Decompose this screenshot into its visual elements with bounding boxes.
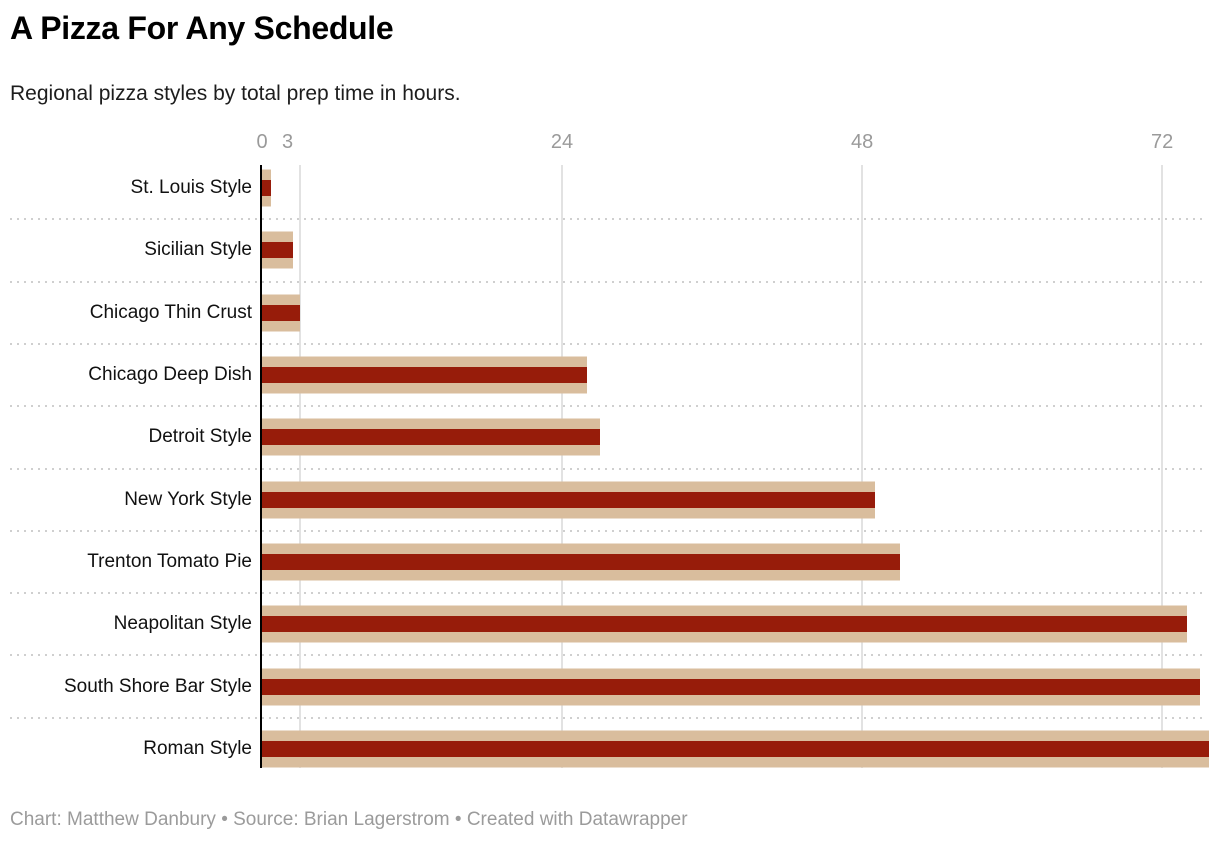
gridline-24	[561, 165, 564, 768]
category-label: Neapolitan Style	[113, 613, 252, 635]
bar-inner-red[interactable]	[262, 740, 1209, 757]
bar-track	[262, 531, 1209, 593]
bar-row: Chicago Thin Crust	[0, 282, 1220, 344]
row-separator	[10, 467, 1206, 470]
x-tick-label-0: 0	[256, 131, 268, 153]
bar-row: Detroit Style	[0, 406, 1220, 468]
bar-row: Sicilian Style	[0, 219, 1220, 281]
category-label: Chicago Thin Crust	[89, 301, 252, 323]
category-label: St. Louis Style	[130, 177, 252, 199]
row-separator	[10, 529, 1206, 532]
bar-track	[262, 157, 1209, 219]
bar-inner-red[interactable]	[262, 304, 300, 321]
bar-inner-red[interactable]	[262, 367, 588, 384]
chart-subtitle: Regional pizza styles by total prep time…	[10, 82, 461, 105]
bar-inner-red[interactable]	[262, 242, 294, 259]
row-separator	[10, 654, 1206, 657]
gridline-3	[298, 165, 301, 768]
row-separator	[10, 716, 1206, 719]
gridline-48	[861, 165, 864, 768]
gridline-72	[1161, 165, 1164, 768]
category-label: South Shore Bar Style	[64, 675, 252, 697]
bar-row: Neapolitan Style	[0, 593, 1220, 655]
x-tick-label-72: 72	[1150, 131, 1174, 153]
bar-track	[262, 282, 1209, 344]
bar-row: Trenton Tomato Pie	[0, 531, 1220, 593]
bar-inner-red[interactable]	[262, 429, 600, 446]
chart-title: A Pizza For Any Schedule	[10, 10, 394, 46]
bar-row: Chicago Deep Dish	[0, 344, 1220, 406]
bar-track	[262, 469, 1209, 531]
bar-track	[262, 406, 1209, 468]
row-separator	[10, 592, 1206, 595]
bar-track	[262, 655, 1209, 717]
bar-inner-red[interactable]	[262, 678, 1200, 695]
bar-inner-red[interactable]	[262, 491, 875, 508]
bar-row: St. Louis Style	[0, 157, 1220, 219]
category-label: Sicilian Style	[144, 239, 252, 261]
x-tick-label-48: 48	[850, 131, 874, 153]
bar-row: New York Style	[0, 469, 1220, 531]
bar-track	[262, 344, 1209, 406]
row-separator	[10, 405, 1206, 408]
row-separator	[10, 218, 1206, 221]
bar-track	[262, 593, 1209, 655]
row-separator	[10, 280, 1206, 283]
bar-inner-red[interactable]	[262, 180, 272, 197]
category-label: Detroit Style	[148, 426, 252, 448]
category-label: Chicago Deep Dish	[88, 364, 252, 386]
bar-row: South Shore Bar Style	[0, 655, 1220, 717]
bar-rows-layer: St. Louis Style Sicilian Style Chicago Thi…	[0, 157, 1220, 780]
x-tick-label-3: 3	[281, 131, 294, 153]
bar-track	[262, 718, 1209, 780]
category-label: New York Style	[124, 488, 252, 510]
x-tick-label-24: 24	[550, 131, 574, 153]
bar-inner-red[interactable]	[262, 616, 1188, 633]
category-label: Trenton Tomato Pie	[87, 550, 252, 572]
bar-track	[262, 219, 1209, 281]
x-axis-zero-line	[260, 165, 262, 768]
gridlines-layer	[262, 165, 1209, 768]
chart-footer: Chart: Matthew Danbury • Source: Brian L…	[10, 809, 688, 830]
category-label: Roman Style	[143, 737, 252, 759]
row-separator	[10, 342, 1206, 345]
bar-row: Roman Style	[0, 718, 1220, 780]
bar-inner-red[interactable]	[262, 553, 900, 570]
